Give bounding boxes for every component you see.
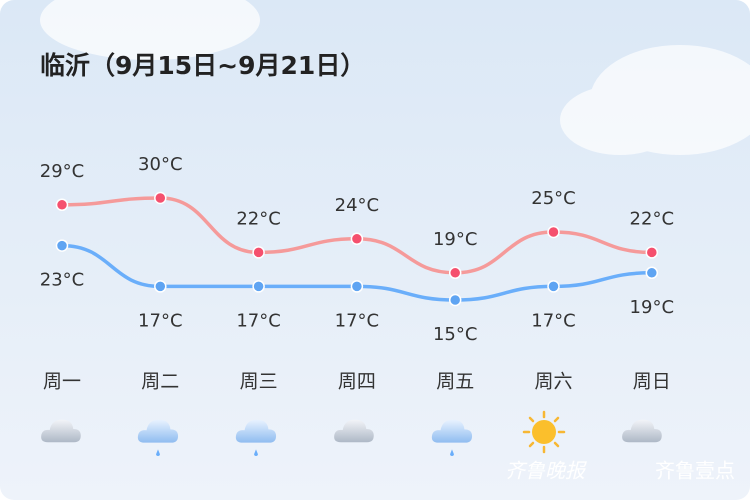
temp-point xyxy=(350,232,364,246)
temp-point xyxy=(547,225,560,239)
value-label: 19°C xyxy=(433,229,477,250)
value-label: 17°C xyxy=(138,310,182,331)
value-label: 22°C xyxy=(236,208,280,229)
value-label: 24°C xyxy=(335,195,379,216)
watermark: 齐鲁晚报 xyxy=(505,459,587,483)
value-label: 19°C xyxy=(630,297,674,318)
value-label: 17°C xyxy=(335,310,379,331)
value-label: 25°C xyxy=(531,188,575,209)
bg-clouds xyxy=(40,0,750,155)
value-label: 23°C xyxy=(40,270,84,291)
day-label: 周日 xyxy=(633,371,671,393)
temp-point xyxy=(252,280,265,293)
temp-point xyxy=(448,266,462,280)
value-label: 15°C xyxy=(433,324,477,345)
value-label: 17°C xyxy=(236,310,280,331)
temp-point xyxy=(252,246,265,259)
day-label: 周一 xyxy=(43,371,81,393)
temp-point xyxy=(55,198,69,212)
value-label: 22°C xyxy=(630,208,674,229)
value-label: 17°C xyxy=(531,310,575,331)
watermark: 齐鲁壹点 xyxy=(655,459,735,483)
temp-point xyxy=(350,280,364,293)
temp-point xyxy=(645,266,659,280)
day-label: 周六 xyxy=(534,371,572,393)
temp-point xyxy=(55,239,69,252)
title: 临沂（9月15日~9月21日） xyxy=(40,51,365,80)
temp-point xyxy=(547,280,560,293)
day-label: 周五 xyxy=(436,371,474,393)
value-label: 30°C xyxy=(138,154,182,175)
temp-point xyxy=(448,293,462,307)
day-label: 周二 xyxy=(141,371,179,393)
day-label: 周三 xyxy=(240,371,278,393)
day-label: 周四 xyxy=(338,371,376,393)
value-label: 29°C xyxy=(40,161,84,182)
temp-point xyxy=(154,191,167,205)
temp-point xyxy=(154,280,167,293)
temp-point xyxy=(645,246,659,259)
